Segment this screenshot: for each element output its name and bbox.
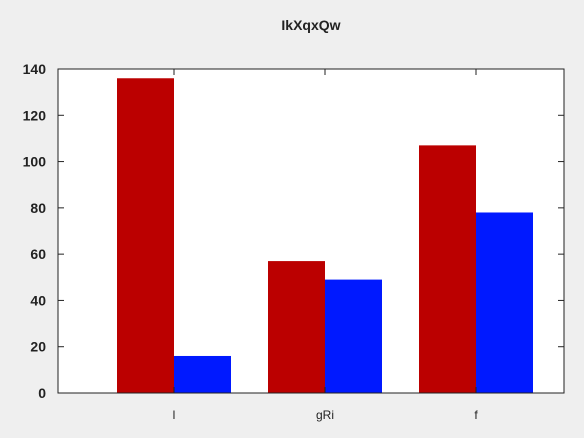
bar-series2-gRi	[325, 279, 382, 393]
bar-series1-l	[117, 78, 174, 393]
y-tick-label: 0	[38, 385, 46, 401]
bars-group	[117, 78, 533, 393]
x-axis: l gRi f	[173, 69, 478, 422]
y-tick-label: 80	[30, 200, 46, 216]
y-tick-label: 120	[23, 107, 47, 123]
x-category-label: gRi	[316, 408, 334, 422]
x-category-label: l	[173, 408, 176, 422]
plot-frame	[57, 68, 565, 394]
bar-series2-l	[174, 355, 231, 393]
x-category-label: f	[474, 408, 478, 422]
y-tick-label: 20	[30, 339, 46, 355]
bar-series1-gRi	[268, 261, 325, 393]
chart-title: IkXqxQw	[281, 17, 340, 33]
y-tick-label: 100	[23, 154, 47, 170]
y-tick-label: 40	[30, 292, 46, 308]
bar-series2-f	[476, 212, 533, 393]
bar-series1-f	[419, 145, 476, 393]
y-tick-label: 140	[23, 61, 47, 77]
y-tick-label: 60	[30, 246, 46, 262]
